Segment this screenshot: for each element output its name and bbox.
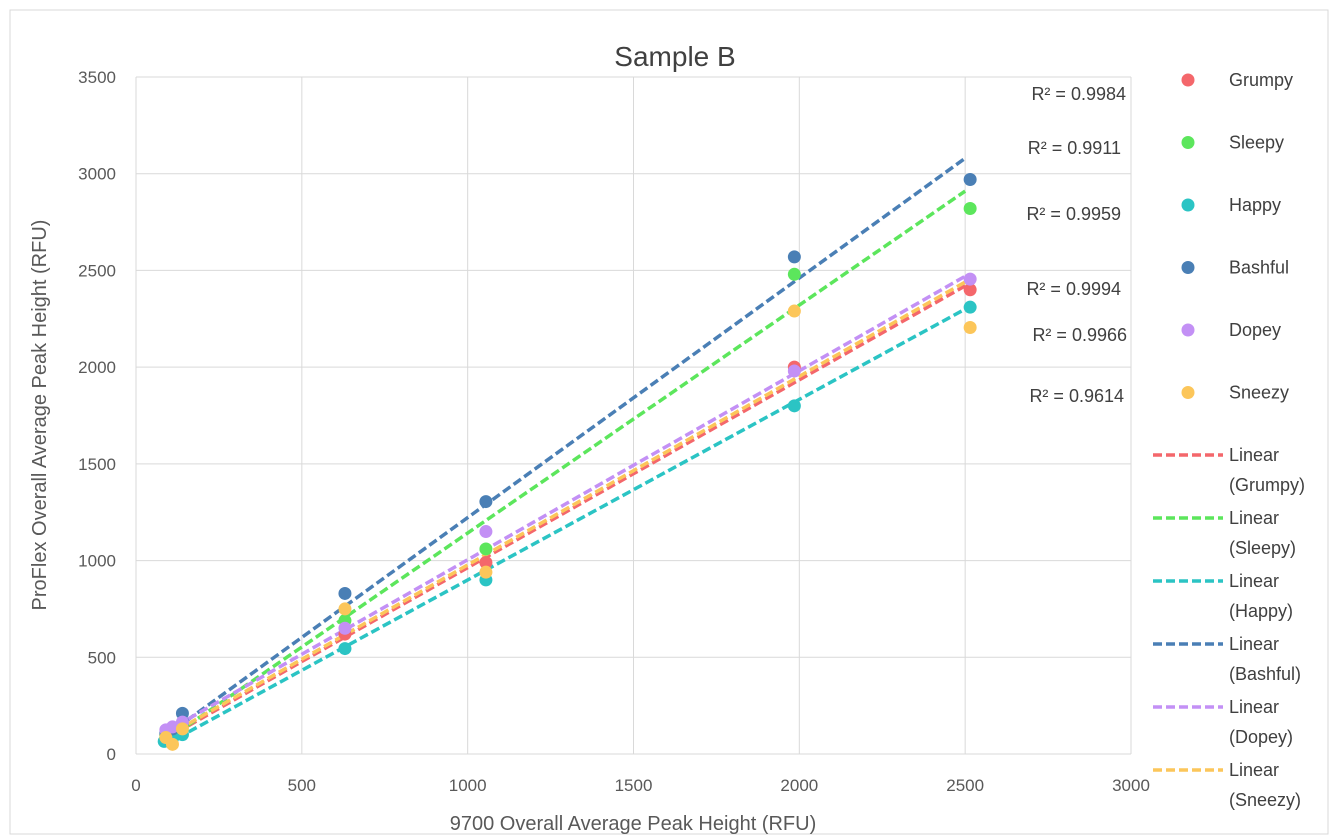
chart-title: Sample B bbox=[614, 41, 735, 72]
point-sneezy bbox=[338, 602, 352, 616]
legend-trend-name-dopey: (Dopey) bbox=[1229, 727, 1293, 747]
legend-marker-grumpy bbox=[1181, 73, 1195, 87]
legend-label-sneezy: Sneezy bbox=[1229, 383, 1289, 403]
y-tick-label: 3000 bbox=[78, 165, 116, 184]
y-tick-labels: 0 500 1000 1500 2000 2500 3000 3500 bbox=[78, 68, 116, 764]
legend-trend-label-sneezy: Linear bbox=[1229, 760, 1279, 780]
point-sneezy bbox=[165, 737, 179, 751]
chart-frame bbox=[9, 9, 1329, 835]
point-dopey bbox=[787, 364, 801, 378]
legend-trend-label-grumpy: Linear bbox=[1229, 445, 1279, 465]
r2-label-bashful: R² = 0.9994 bbox=[1026, 279, 1121, 299]
x-tick-label: 1500 bbox=[615, 776, 653, 795]
point-bashful bbox=[963, 173, 977, 187]
point-grumpy bbox=[963, 283, 977, 297]
legend-marker-bashful bbox=[1181, 261, 1195, 274]
point-sleepy bbox=[479, 542, 493, 556]
point-grumpy bbox=[479, 556, 493, 570]
trendline-happy bbox=[165, 307, 967, 746]
legend-trend-label-bashful: Linear bbox=[1229, 634, 1279, 654]
point-dopey bbox=[479, 525, 493, 539]
x-tick-label: 3000 bbox=[1112, 776, 1150, 795]
point-sneezy bbox=[963, 320, 977, 334]
legend-marker-sneezy bbox=[1181, 386, 1195, 399]
point-sleepy bbox=[787, 267, 801, 281]
y-tick-label: 2000 bbox=[78, 358, 116, 377]
r2-label-grumpy: R² = 0.9984 bbox=[1031, 84, 1126, 104]
legend-marker-happy bbox=[1181, 198, 1195, 212]
r2-label-happy: R² = 0.9959 bbox=[1026, 204, 1121, 224]
trendline-sleepy bbox=[164, 189, 967, 742]
y-tick-label: 1500 bbox=[78, 455, 116, 474]
x-tick-label: 1000 bbox=[449, 776, 487, 795]
y-axis-title: ProFlex Overall Average Peak Height (RFU… bbox=[29, 220, 51, 611]
x-tick-label: 0 bbox=[131, 776, 140, 795]
legend-trend-name-sneezy: (Sneezy) bbox=[1229, 790, 1301, 810]
data-points bbox=[157, 173, 977, 751]
y-tick-label: 1000 bbox=[78, 552, 116, 571]
r2-labels: R² = 0.9984 R² = 0.9911 R² = 0.9959 R² = 0.… bbox=[1026, 84, 1127, 406]
legend-trend-name-grumpy: (Grumpy) bbox=[1229, 475, 1305, 495]
point-sneezy bbox=[175, 722, 189, 736]
point-happy bbox=[787, 399, 801, 413]
point-sleepy bbox=[963, 202, 977, 216]
point-sneezy bbox=[479, 565, 493, 579]
x-tick-label: 2000 bbox=[780, 776, 818, 795]
legend-trend-name-sleepy: (Sleepy) bbox=[1229, 538, 1296, 558]
x-tick-label: 2500 bbox=[946, 776, 984, 795]
trendline-bashful bbox=[164, 156, 967, 738]
x-axis-title: 9700 Overall Average Peak Height (RFU) bbox=[450, 813, 816, 835]
point-bashful bbox=[787, 250, 801, 264]
point-bashful bbox=[479, 495, 493, 509]
trendline-grumpy bbox=[164, 284, 967, 741]
y-tick-label: 500 bbox=[88, 648, 116, 667]
legend-trend-name-happy: (Happy) bbox=[1229, 601, 1293, 621]
r2-label-sneezy: R² = 0.9614 bbox=[1029, 386, 1124, 406]
legend-marker-dopey bbox=[1181, 323, 1195, 337]
legend-label-dopey: Dopey bbox=[1229, 320, 1281, 340]
legend-trend-label-dopey: Linear bbox=[1229, 697, 1279, 717]
legend-trend-name-bashful: (Bashful) bbox=[1229, 664, 1301, 684]
point-happy bbox=[338, 642, 352, 656]
point-dopey bbox=[963, 272, 977, 286]
trendlines bbox=[164, 156, 967, 746]
r2-label-sleepy: R² = 0.9911 bbox=[1028, 138, 1121, 158]
y-tick-label: 2500 bbox=[78, 261, 116, 280]
point-bashful bbox=[338, 586, 352, 600]
y-tick-label: 3500 bbox=[78, 68, 116, 87]
point-dopey bbox=[165, 720, 179, 734]
y-tick-label: 0 bbox=[107, 745, 116, 764]
r2-label-dopey: R² = 0.9966 bbox=[1032, 325, 1127, 345]
legend-label-grumpy: Grumpy bbox=[1229, 70, 1293, 90]
grid-layer bbox=[135, 76, 1132, 755]
x-tick-labels: 0 500 1000 1500 2000 2500 3000 bbox=[131, 776, 1150, 795]
legend-trend-label-sleepy: Linear bbox=[1229, 508, 1279, 528]
legend: Grumpy Linear (Grumpy) Sleepy Linear (Sleepy)… bbox=[1153, 70, 1305, 810]
legend-label-bashful: Bashful bbox=[1229, 258, 1289, 278]
legend-marker-sleepy bbox=[1181, 136, 1195, 149]
legend-label-happy: Happy bbox=[1229, 195, 1281, 215]
trendline-dopey bbox=[164, 274, 967, 734]
point-dopey bbox=[338, 621, 352, 635]
legend-label-sleepy: Sleepy bbox=[1229, 133, 1284, 153]
point-sneezy bbox=[787, 304, 801, 318]
legend-trend-label-happy: Linear bbox=[1229, 571, 1279, 591]
trendline-sneezy bbox=[164, 280, 967, 739]
point-happy bbox=[963, 300, 977, 314]
x-tick-label: 500 bbox=[288, 776, 316, 795]
